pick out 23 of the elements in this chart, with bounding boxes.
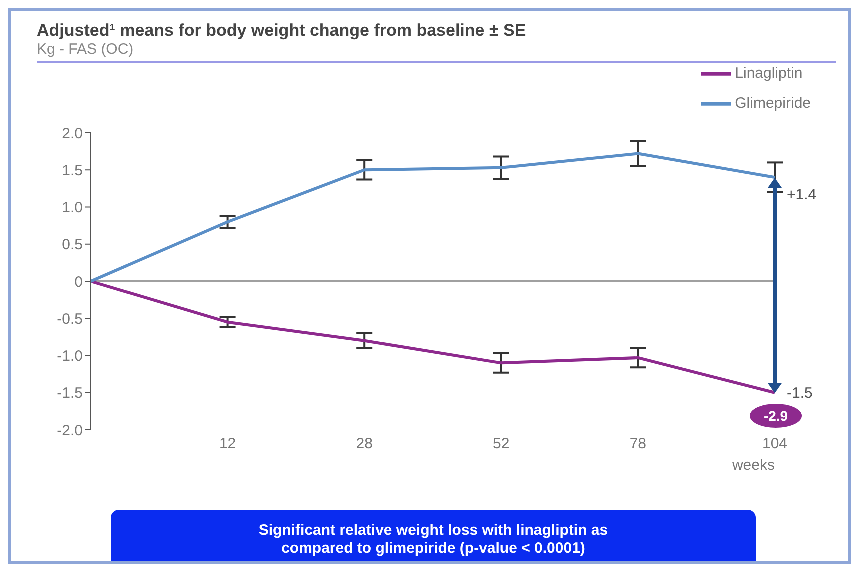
chart-subtitle: Kg - FAS (OC) [37,41,836,63]
y-tick-label: -1.5 [57,385,83,402]
y-tick-label: -0.5 [57,310,83,328]
x-tick-label: 52 [493,436,510,453]
annotation: -1.5 [787,384,813,402]
x-tick-label: 104 [762,436,788,453]
x-tick-label: 28 [356,436,373,453]
y-tick-label: -1.0 [57,348,83,366]
y-tick-label: -2.0 [57,422,83,440]
y-tick-label: 0.5 [62,236,83,254]
y-tick-label: 1.0 [62,200,83,217]
chart-title: Adjusted¹ means for body weight change from baseline ± SE [37,21,528,41]
annotation: -2.9 [749,402,803,429]
legend-label: Glimepiride [735,94,811,112]
x-axis-title: weeks [731,457,775,474]
text: Significant relative weight loss with linagliptin as compared to glimepiride (p-value < 0.0001) [111,510,756,561]
y-tick-label: 1.5 [62,162,83,180]
x-tick-label: 78 [630,436,647,453]
annotation: +1.4 [787,186,817,204]
legend-label: Linagliptin [735,64,803,82]
y-tick-label: 0 [74,274,83,291]
y-tick-label: 2.0 [62,125,83,142]
x-tick-label: 12 [219,436,236,453]
